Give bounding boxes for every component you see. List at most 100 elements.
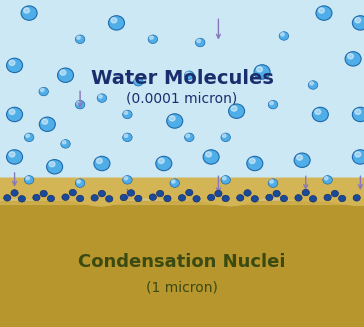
Circle shape xyxy=(206,152,211,157)
Circle shape xyxy=(77,101,80,105)
Circle shape xyxy=(108,16,124,30)
Circle shape xyxy=(123,133,132,142)
Circle shape xyxy=(273,190,280,197)
Circle shape xyxy=(62,194,69,200)
Bar xyxy=(0,0,364,201)
Circle shape xyxy=(123,110,132,119)
Circle shape xyxy=(249,158,255,164)
Circle shape xyxy=(331,190,339,197)
Circle shape xyxy=(268,100,278,109)
Circle shape xyxy=(308,81,318,89)
Circle shape xyxy=(111,18,117,23)
Circle shape xyxy=(222,134,226,137)
Circle shape xyxy=(26,134,29,137)
Circle shape xyxy=(268,179,278,187)
Text: Condensation Nuclei: Condensation Nuclei xyxy=(78,252,286,271)
Circle shape xyxy=(169,116,175,121)
Circle shape xyxy=(26,177,29,180)
Circle shape xyxy=(134,77,143,86)
Circle shape xyxy=(294,153,310,167)
Circle shape xyxy=(302,189,309,196)
Circle shape xyxy=(339,195,346,202)
Circle shape xyxy=(49,162,55,167)
Circle shape xyxy=(18,196,25,202)
Circle shape xyxy=(40,190,47,197)
Circle shape xyxy=(123,176,132,184)
Circle shape xyxy=(106,196,113,202)
Circle shape xyxy=(58,68,74,82)
Circle shape xyxy=(7,107,23,122)
Circle shape xyxy=(355,18,361,23)
Circle shape xyxy=(69,189,76,196)
Circle shape xyxy=(244,190,251,196)
Circle shape xyxy=(42,119,48,124)
Circle shape xyxy=(195,38,205,47)
Circle shape xyxy=(348,54,353,59)
Circle shape xyxy=(251,196,258,202)
Circle shape xyxy=(237,195,244,201)
Circle shape xyxy=(77,36,80,39)
Circle shape xyxy=(157,190,164,197)
Circle shape xyxy=(91,195,98,201)
Circle shape xyxy=(222,195,229,202)
Text: (1 micron): (1 micron) xyxy=(146,281,218,295)
Circle shape xyxy=(75,35,85,43)
Circle shape xyxy=(297,155,302,160)
Circle shape xyxy=(186,189,193,196)
Circle shape xyxy=(7,150,23,164)
Circle shape xyxy=(323,176,332,184)
Circle shape xyxy=(178,195,186,201)
Circle shape xyxy=(127,190,135,196)
Circle shape xyxy=(185,71,194,79)
Circle shape xyxy=(229,104,245,118)
Circle shape xyxy=(355,152,361,157)
Circle shape xyxy=(312,107,328,122)
Circle shape xyxy=(221,133,230,142)
Text: (0.0001 micron): (0.0001 micron) xyxy=(126,91,238,105)
Circle shape xyxy=(222,177,226,180)
Circle shape xyxy=(9,152,15,157)
Circle shape xyxy=(96,158,102,164)
Circle shape xyxy=(316,6,332,20)
Circle shape xyxy=(170,179,179,187)
Circle shape xyxy=(295,195,302,201)
Circle shape xyxy=(47,160,63,174)
Circle shape xyxy=(61,140,70,148)
Circle shape xyxy=(266,194,273,201)
Circle shape xyxy=(352,16,364,30)
Circle shape xyxy=(158,158,164,164)
Circle shape xyxy=(355,109,361,114)
Circle shape xyxy=(24,176,34,184)
Circle shape xyxy=(254,65,270,79)
Circle shape xyxy=(279,32,289,40)
Circle shape xyxy=(352,150,364,164)
Circle shape xyxy=(247,156,263,171)
Circle shape xyxy=(21,6,37,20)
Circle shape xyxy=(11,190,18,196)
Circle shape xyxy=(7,58,23,73)
Circle shape xyxy=(39,117,55,131)
Circle shape xyxy=(197,39,201,43)
Circle shape xyxy=(318,8,324,13)
Circle shape xyxy=(149,194,157,200)
Circle shape xyxy=(324,177,328,180)
Circle shape xyxy=(75,179,85,187)
Circle shape xyxy=(75,100,85,109)
Circle shape xyxy=(24,8,29,13)
Circle shape xyxy=(257,67,262,72)
Circle shape xyxy=(9,109,15,114)
Circle shape xyxy=(186,134,190,137)
Circle shape xyxy=(124,134,128,137)
Circle shape xyxy=(76,195,84,202)
Circle shape xyxy=(4,195,11,201)
Circle shape xyxy=(98,190,106,197)
Circle shape xyxy=(353,195,360,201)
Circle shape xyxy=(171,180,175,183)
Circle shape xyxy=(135,195,142,202)
Circle shape xyxy=(345,52,361,66)
Circle shape xyxy=(164,195,171,202)
Circle shape xyxy=(60,70,66,75)
Circle shape xyxy=(185,133,194,142)
Circle shape xyxy=(215,190,222,197)
Circle shape xyxy=(231,106,237,111)
